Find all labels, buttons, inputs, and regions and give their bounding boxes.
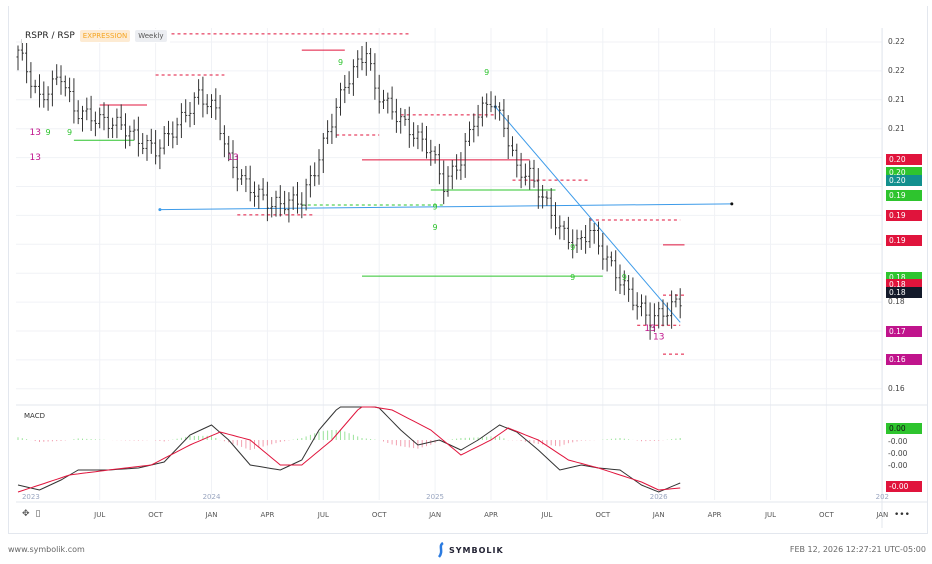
- year-label: 2025: [426, 493, 445, 501]
- year-label: 2023: [21, 493, 40, 501]
- time-axis-label: JUL: [317, 511, 329, 519]
- macd-tick-label: -0.00: [888, 449, 908, 458]
- signal-value-badge: -0.00: [886, 481, 922, 492]
- y-tick-label: 0.22: [888, 65, 905, 75]
- interval-badge[interactable]: Weekly: [135, 30, 167, 42]
- demark-count: 9: [433, 203, 438, 212]
- demark-count: 13: [653, 333, 664, 343]
- demark-count: 13: [29, 153, 40, 163]
- pan-icon[interactable]: ✥: [22, 509, 30, 519]
- year-label: 2024: [202, 493, 221, 501]
- demark-count: 9: [67, 128, 72, 137]
- demark-count: 9: [570, 243, 575, 252]
- trendline: [494, 106, 681, 323]
- demark-count: 13: [29, 128, 40, 138]
- demark-count: 9: [433, 223, 438, 232]
- demark-count: 13: [227, 153, 238, 163]
- signal-line: [17, 406, 681, 493]
- calendar-icon[interactable]: ▯: [35, 509, 41, 519]
- y-tick-label: 0.22: [888, 37, 905, 46]
- time-axis-label: OCT: [371, 511, 387, 519]
- macd-value-badge: 0.00: [886, 423, 922, 434]
- price-label-badge: 0.16: [886, 354, 922, 366]
- demark-count: 9: [46, 128, 51, 137]
- price-label-badge: 0.19: [886, 189, 922, 201]
- price-label-badge: 0.20: [886, 166, 922, 178]
- time-axis-label: JAN: [652, 511, 665, 519]
- more-button[interactable]: •••: [894, 510, 910, 520]
- y-tick-label: 0.16: [888, 383, 905, 393]
- price-label-badge: 0.19: [886, 209, 922, 221]
- y-tick-label: 0.18: [888, 297, 905, 307]
- macd-title: MACD: [24, 412, 45, 420]
- macd-line: [17, 406, 681, 493]
- logo-icon: [437, 542, 444, 558]
- time-axis-label: JAN: [429, 511, 442, 519]
- macd-tick-label: -0.00: [888, 437, 908, 446]
- symbol-label[interactable]: RSPR / RSP: [25, 31, 75, 41]
- time-axis-label: JUL: [94, 511, 106, 519]
- time-axis-label: JAN: [876, 511, 889, 519]
- time-axis-label: OCT: [148, 511, 163, 519]
- demark-count: 9: [338, 58, 343, 67]
- time-axis-label: APR: [484, 511, 498, 519]
- year-label: 2026: [649, 493, 668, 501]
- time-axis-label: JAN: [205, 511, 218, 519]
- site-link[interactable]: www.symbolik.com: [8, 545, 85, 554]
- time-axis-label: OCT: [819, 511, 834, 519]
- price-label-badge: 0.19: [886, 235, 922, 247]
- demark-count: 13: [644, 324, 655, 334]
- time-axis-label: JUL: [541, 511, 553, 519]
- time-axis-label: JUL: [764, 511, 777, 519]
- expression-badge: EXPRESSION: [79, 30, 131, 42]
- chart-legend: RSPR / RSP EXPRESSION Weekly: [22, 29, 170, 43]
- trendline-handle: [158, 208, 162, 212]
- trendline-handle: [730, 202, 734, 206]
- demark-count: 9: [570, 273, 575, 282]
- time-axis-label: APR: [260, 511, 275, 519]
- price-label-badge: 0.18: [886, 271, 922, 283]
- price-label-badge: 0.18: [886, 279, 922, 291]
- demark-count: 9: [484, 68, 489, 77]
- price-label-badge: 0.20: [886, 154, 922, 166]
- price-label-badge: 0.18: [886, 286, 922, 298]
- axis-tools: ✥ ▯: [22, 509, 41, 519]
- brand-logo: SYMBOLIK: [437, 542, 504, 558]
- timestamp: FEB 12, 2026 12:27:21 UTC-05:00: [789, 545, 926, 554]
- price-label-badge: 0.20: [886, 175, 922, 187]
- y-tick-label: 0.21: [888, 94, 905, 104]
- time-axis-label: APR: [707, 511, 722, 519]
- year-label: 202: [875, 493, 889, 501]
- price-label-badge: 0.17: [886, 325, 922, 337]
- chart-frame: [8, 6, 928, 534]
- y-tick-label: 0.21: [888, 123, 905, 133]
- demark-count: 9: [622, 273, 627, 282]
- macd-tick-label: -0.00: [888, 461, 908, 470]
- trendline: [159, 203, 732, 211]
- time-axis-label: OCT: [595, 511, 611, 519]
- brand-name: SYMBOLIK: [449, 545, 504, 555]
